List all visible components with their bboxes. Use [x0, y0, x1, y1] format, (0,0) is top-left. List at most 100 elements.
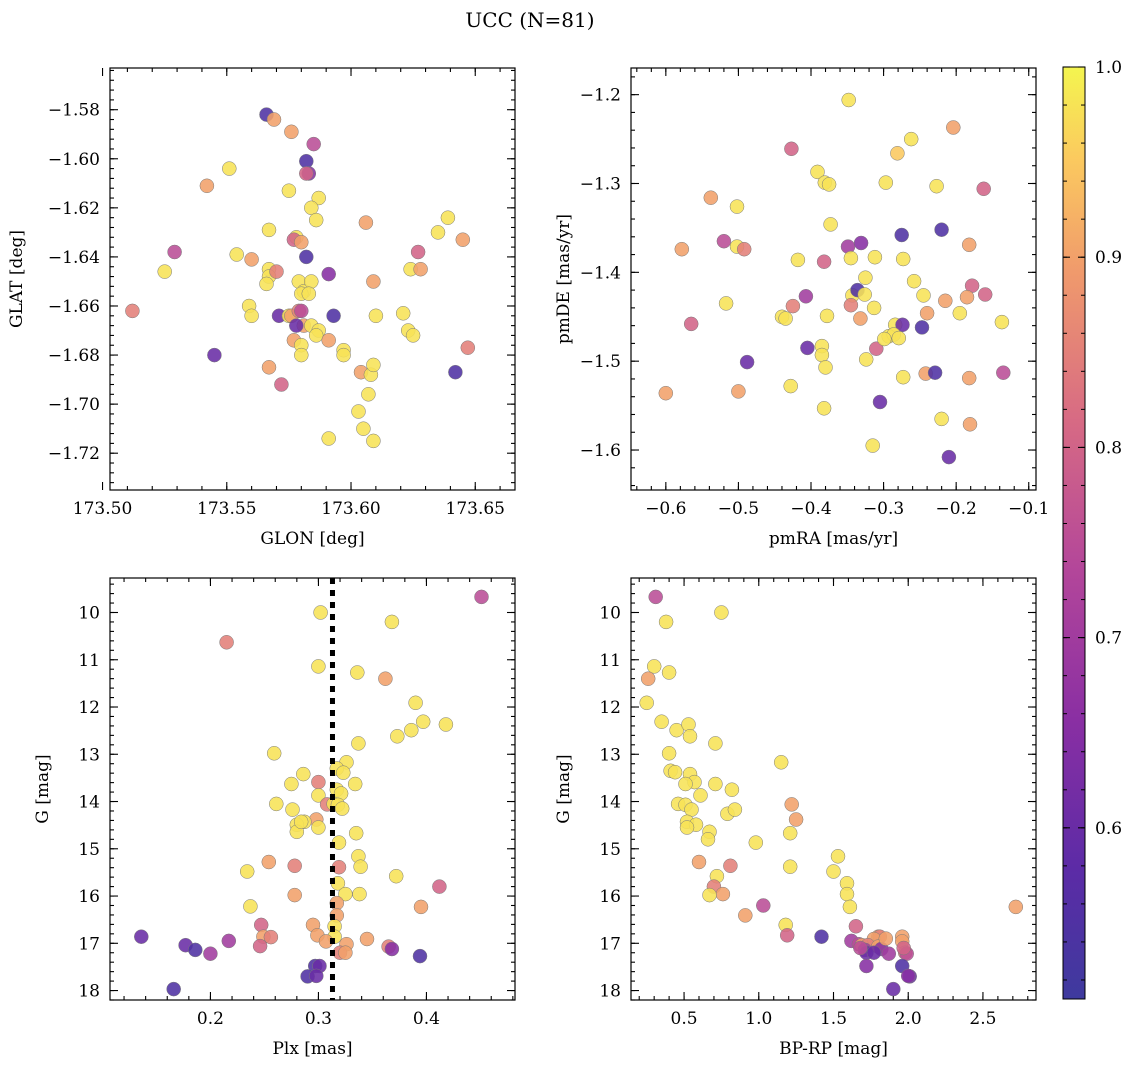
data-point [368, 308, 384, 324]
data-point [708, 776, 723, 792]
data-point [308, 212, 324, 228]
x-tick-label: 173.65 [446, 499, 505, 519]
data-point [269, 796, 284, 812]
data-point [782, 825, 798, 841]
axes-frame [109, 67, 516, 491]
y-tick-label: 12 [599, 698, 621, 718]
data-point [413, 899, 429, 915]
data-point [857, 287, 872, 302]
colorbar-tick-label: 0.9 [1095, 248, 1122, 268]
y-tick-label: −1.68 [48, 346, 100, 366]
data-point [919, 305, 935, 321]
x-tick-label: −0.6 [645, 499, 686, 519]
data-point [814, 929, 829, 944]
data-point [289, 318, 304, 333]
data-point [356, 421, 371, 436]
data-point [853, 311, 868, 326]
data-point [773, 755, 789, 770]
data-point [654, 714, 669, 729]
y-tick-label: 13 [599, 745, 621, 765]
data-point [460, 340, 476, 355]
data-point [293, 814, 309, 830]
data-point [729, 199, 745, 214]
data-point [640, 671, 656, 686]
data-point [683, 316, 699, 332]
data-point [658, 614, 674, 630]
x-tick-label: 2.5 [969, 1009, 996, 1029]
data-point [669, 722, 684, 738]
y-tick-label: −1.58 [48, 101, 100, 121]
data-point [819, 308, 835, 324]
data-point [203, 946, 218, 961]
data-point [782, 859, 798, 874]
data-point [682, 729, 698, 744]
data-point [977, 287, 993, 302]
data-point [261, 360, 277, 375]
y-tick-label: 14 [599, 793, 621, 813]
y-tick-label: −1.5 [580, 352, 621, 372]
data-point [702, 887, 717, 903]
data-point [412, 948, 428, 964]
data-point [384, 941, 400, 957]
data-point [715, 886, 731, 902]
panel-bprp-g: 0.5 1.0 1.5 2.0 2.5 10 11 12 13 14 15 16 17 18 BP-RP [… [554, 577, 1037, 1059]
data-point [313, 605, 328, 620]
data-point [784, 797, 799, 812]
data-point [814, 347, 830, 363]
data-point [867, 249, 883, 265]
x-tick-label: 2.0 [895, 1009, 922, 1029]
data-point [296, 766, 311, 782]
data-point [311, 820, 326, 835]
data-point [274, 377, 289, 392]
data-point [946, 120, 961, 135]
data-point [413, 261, 428, 277]
axes-frame [630, 577, 1037, 1001]
y-tick-label: 18 [78, 982, 100, 1002]
data-point [410, 244, 426, 260]
data-point [366, 433, 381, 449]
data-point [739, 354, 755, 370]
data-point [890, 146, 905, 161]
y-tick-label: −1.64 [48, 248, 100, 268]
data-point [474, 589, 489, 605]
data-point [199, 178, 215, 194]
data-point [646, 659, 662, 674]
y-tick-label: 10 [599, 603, 621, 623]
y-tick-label: −1.66 [48, 297, 100, 317]
data-point [347, 776, 363, 792]
data-point [961, 370, 977, 386]
data-point [284, 776, 299, 792]
data-point [934, 411, 949, 427]
data-point [708, 736, 723, 751]
colorbar: 0.6 0.7 0.8 0.9 1.0 [1062, 58, 1122, 1000]
data-point [304, 274, 319, 289]
colorbar-tick-label: 0.6 [1095, 819, 1122, 839]
x-tick-label: 0.4 [413, 1009, 440, 1029]
data-point [352, 886, 367, 902]
data-point [390, 729, 405, 744]
x-axis-label: BP-RP [mag] [779, 1039, 888, 1059]
data-point [334, 801, 350, 816]
data-point [810, 164, 825, 180]
data-point [830, 849, 846, 864]
data-point [938, 293, 953, 309]
data-point [455, 232, 471, 247]
data-point [674, 241, 690, 257]
data-point [252, 938, 268, 954]
data-point [661, 746, 677, 761]
data-point [294, 303, 309, 319]
data-point [366, 357, 381, 373]
y-tick-label: −1.2 [580, 86, 621, 106]
x-tick-label: −0.5 [718, 499, 759, 519]
data-point [886, 981, 901, 997]
data-point [261, 222, 277, 238]
data-point [895, 251, 911, 267]
data-point [244, 252, 259, 267]
data-point [756, 898, 771, 913]
data-point [430, 225, 446, 240]
data-point [667, 764, 683, 780]
data-point [869, 341, 884, 356]
data-point [309, 968, 324, 984]
x-tick-label: 0.5 [671, 1009, 698, 1029]
y-tick-label: −1.62 [48, 199, 100, 219]
